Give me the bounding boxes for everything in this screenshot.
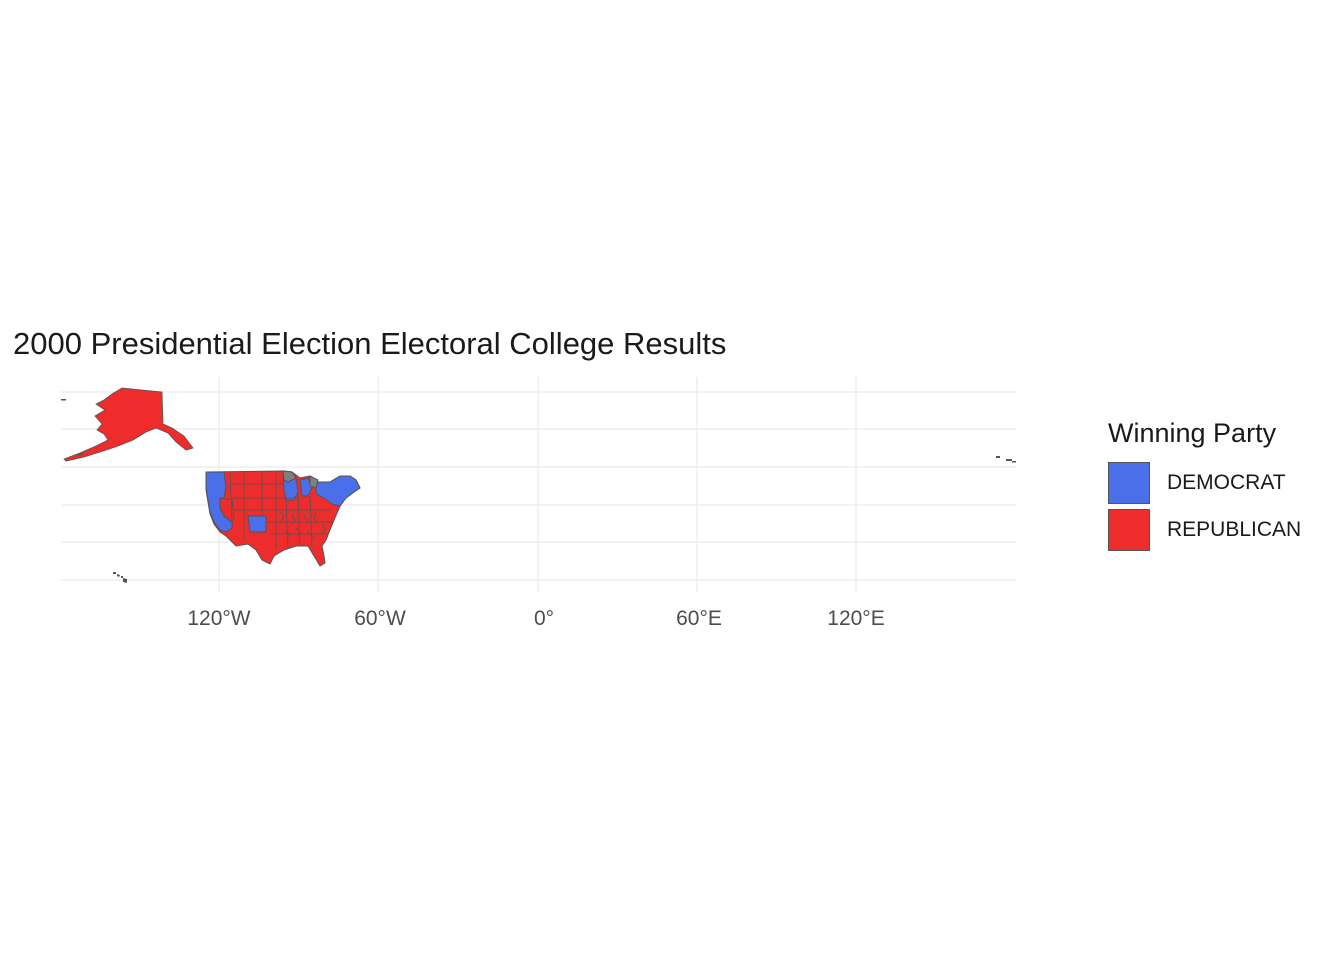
democrat-state	[299, 477, 313, 497]
hawaii-island	[123, 578, 127, 583]
legend-item-republican: REPUBLICAN	[1108, 506, 1301, 553]
x-tick-label: 60°W	[354, 607, 406, 630]
republican-state	[219, 497, 235, 523]
x-tick-label: 120°W	[187, 607, 250, 630]
alaska-shape	[63, 387, 194, 462]
democrat-state	[205, 471, 233, 533]
state-borders	[229, 471, 334, 550]
aleutian-island	[61, 399, 66, 401]
hawaii-island	[113, 572, 116, 574]
aleutian-island	[1012, 461, 1016, 463]
map-title: 2000 Presidential Election Electoral Col…	[13, 326, 727, 361]
x-axis: 120°W 60°W 0° 60°E 120°E	[187, 607, 884, 630]
aleutian-island	[78, 453, 83, 456]
grid-lines	[61, 377, 1016, 592]
hawaii-island	[117, 574, 120, 577]
alaska-region	[61, 387, 1016, 463]
legend: Winning Party DEMOCRAT REPUBLICAN	[1108, 418, 1301, 553]
hawaii-region	[113, 572, 127, 583]
legend-label-republican: REPUBLICAN	[1167, 517, 1302, 541]
aleutian-island	[996, 456, 1000, 458]
legend-label-democrat: DEMOCRAT	[1167, 470, 1286, 494]
no-data-area	[282, 470, 297, 483]
legend-swatch-democrat	[1108, 461, 1150, 504]
no-data-area	[309, 475, 319, 489]
legend-swatch-republican	[1108, 508, 1150, 551]
x-tick-label: 120°E	[827, 607, 884, 630]
x-tick-label: 60°E	[676, 607, 722, 630]
aleutian-island	[1006, 459, 1012, 461]
x-tick-label: 0°	[534, 607, 554, 630]
legend-item-democrat: DEMOCRAT	[1108, 459, 1301, 506]
hawaii-island	[121, 576, 123, 578]
legend-title: Winning Party	[1108, 418, 1277, 448]
democrat-state	[247, 515, 267, 533]
contiguous-us-region	[205, 470, 361, 567]
democrat-state	[315, 475, 361, 507]
